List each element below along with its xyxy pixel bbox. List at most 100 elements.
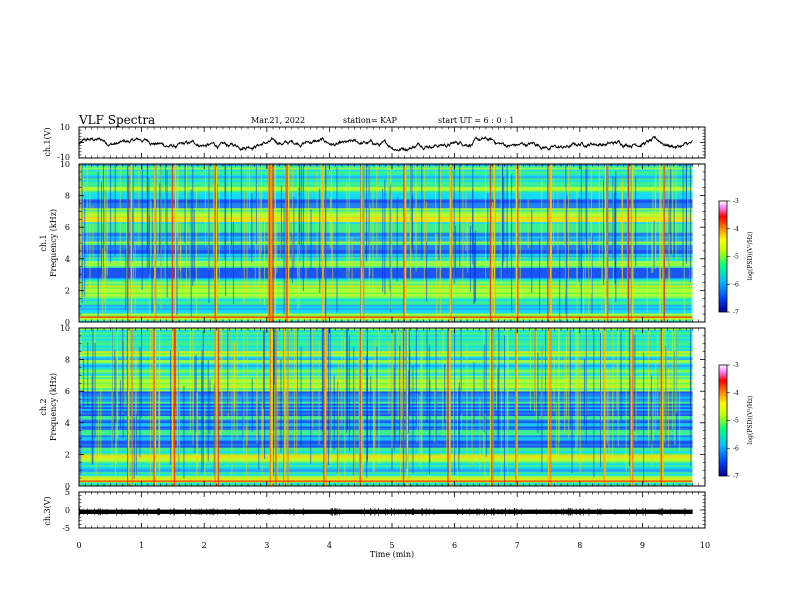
spectrogram-streak [651,215,653,274]
spectrogram-freq-row [79,204,693,207]
spectrogram-streak [606,368,608,445]
spectrogram-streak [233,357,235,431]
spectrogram-freq-row [79,424,693,427]
spectrogram-streak [442,328,444,437]
spectrogram-freq-row [79,172,693,175]
spectrogram-freq-row [79,216,693,219]
spectrogram-streak [260,164,262,253]
spectrogram-streak [87,342,89,409]
spectrogram-freq-row [79,459,693,462]
spectrogram-streak [232,221,234,305]
spectrogram-streak [675,164,677,260]
start-time-label: start UT = 6 : 0 : 1 [438,116,515,125]
spectrogram-burst [361,328,363,486]
spectrogram-burst [363,164,365,322]
spectrogram-streak [124,339,126,408]
spectrogram-streak [453,351,455,454]
spectrogram-freq-row [79,377,693,380]
spectrogram-streak [569,328,571,427]
spectrogram-low-freq-line [79,480,693,482]
time-tick-label: 8 [577,541,582,550]
spectrogram-freq-row [79,300,693,303]
spectrogram-streak [103,164,105,268]
ch2-spectrogram-image [79,328,693,487]
spectrogram-streak [652,191,654,273]
spectrogram-freq-row [79,401,693,404]
spectrogram-freq-row [79,286,693,289]
spectrogram-streak [391,328,393,437]
spectrogram-streak [336,166,338,313]
spectrogram-freq-row [79,278,693,281]
spectrogram-freq-row [79,272,693,275]
spectrogram-burst [606,164,608,322]
spectrogram-freq-row [79,356,693,359]
spectrogram-streak [647,328,649,437]
spectrogram-freq-row [79,403,693,406]
spectrogram-streak [391,194,393,298]
spectrogram-freq-row [79,449,693,452]
spectrogram-streak [201,350,203,429]
spectrogram-freq-row [79,470,693,473]
spectrogram-freq-row [79,290,693,293]
spectrogram-freq-row [79,466,693,469]
spectrogram-freq-row [79,255,693,258]
spectrogram-freq-row [79,239,693,242]
spectrogram-streak [557,190,559,256]
spectrogram-ytick-label: 4 [65,255,70,264]
spectrogram-streak [686,164,688,265]
spectrogram-streak [196,392,198,477]
spectrogram-streak [158,368,160,472]
spectrogram-streak [285,376,287,471]
spectrogram-burst [324,328,326,486]
spectrogram-streak [591,235,593,314]
spectrogram-burst [492,328,494,486]
spectrogram-burst [360,328,362,486]
spectrogram-streak [389,186,391,291]
spectrogram-streak [353,365,355,486]
spectrogram-freq-row [79,248,693,251]
spectrogram-streak [196,391,198,469]
spectrogram-streak [100,384,102,461]
spectrogram-streak [534,328,536,412]
spectrogram-freq-row [79,192,693,195]
spectrogram-streak [89,192,91,293]
ch3-waveform-trace [79,507,693,516]
spectrogram-freq-row [79,167,693,170]
spectrogram-streak [92,328,94,464]
spectrogram-streak [384,179,386,295]
spectrogram-streak [635,391,637,442]
ch2-spectrogram-ticks [78,327,706,487]
spectrogram-streak [348,335,350,452]
spectrogram-streak [568,328,570,439]
spectrogram-streak [151,199,153,314]
spectrogram-freq-row [79,297,693,300]
spectrogram-freq-row [79,454,693,457]
spectrogram-streak [612,328,614,421]
station-label: station= KAP [343,116,397,125]
spectrogram-freq-row [79,417,693,420]
spectrogram-streak [176,236,178,316]
spectrogram-freq-row [79,244,693,247]
spectrogram-streak [564,186,566,295]
spectrogram-streak [213,384,215,475]
spectrogram-freq-row [79,225,693,228]
spectrogram-freq-row [79,313,693,316]
spectrogram-streak [216,183,218,262]
spectrogram-streak [134,244,136,313]
spectrogram-streak [396,196,398,282]
spectrogram-streak [344,337,346,478]
spectrogram-streak [259,188,261,304]
spectrogram-streak [664,328,666,444]
spectrogram-freq-row [79,389,693,392]
ch3-ytick-label: -5 [62,524,70,533]
spectrogram-streak [254,221,256,288]
spectrogram-streak [390,165,392,310]
spectrogram-streak [691,268,693,321]
spectrogram-streak [577,333,579,435]
spectrogram-freq-row [79,385,693,388]
spectrogram-streak [587,179,589,249]
spectrogram-freq-row [79,221,693,224]
spectrogram-burst [547,164,549,322]
spectrogram-streak [176,177,178,252]
spectrogram-streak [388,341,390,414]
